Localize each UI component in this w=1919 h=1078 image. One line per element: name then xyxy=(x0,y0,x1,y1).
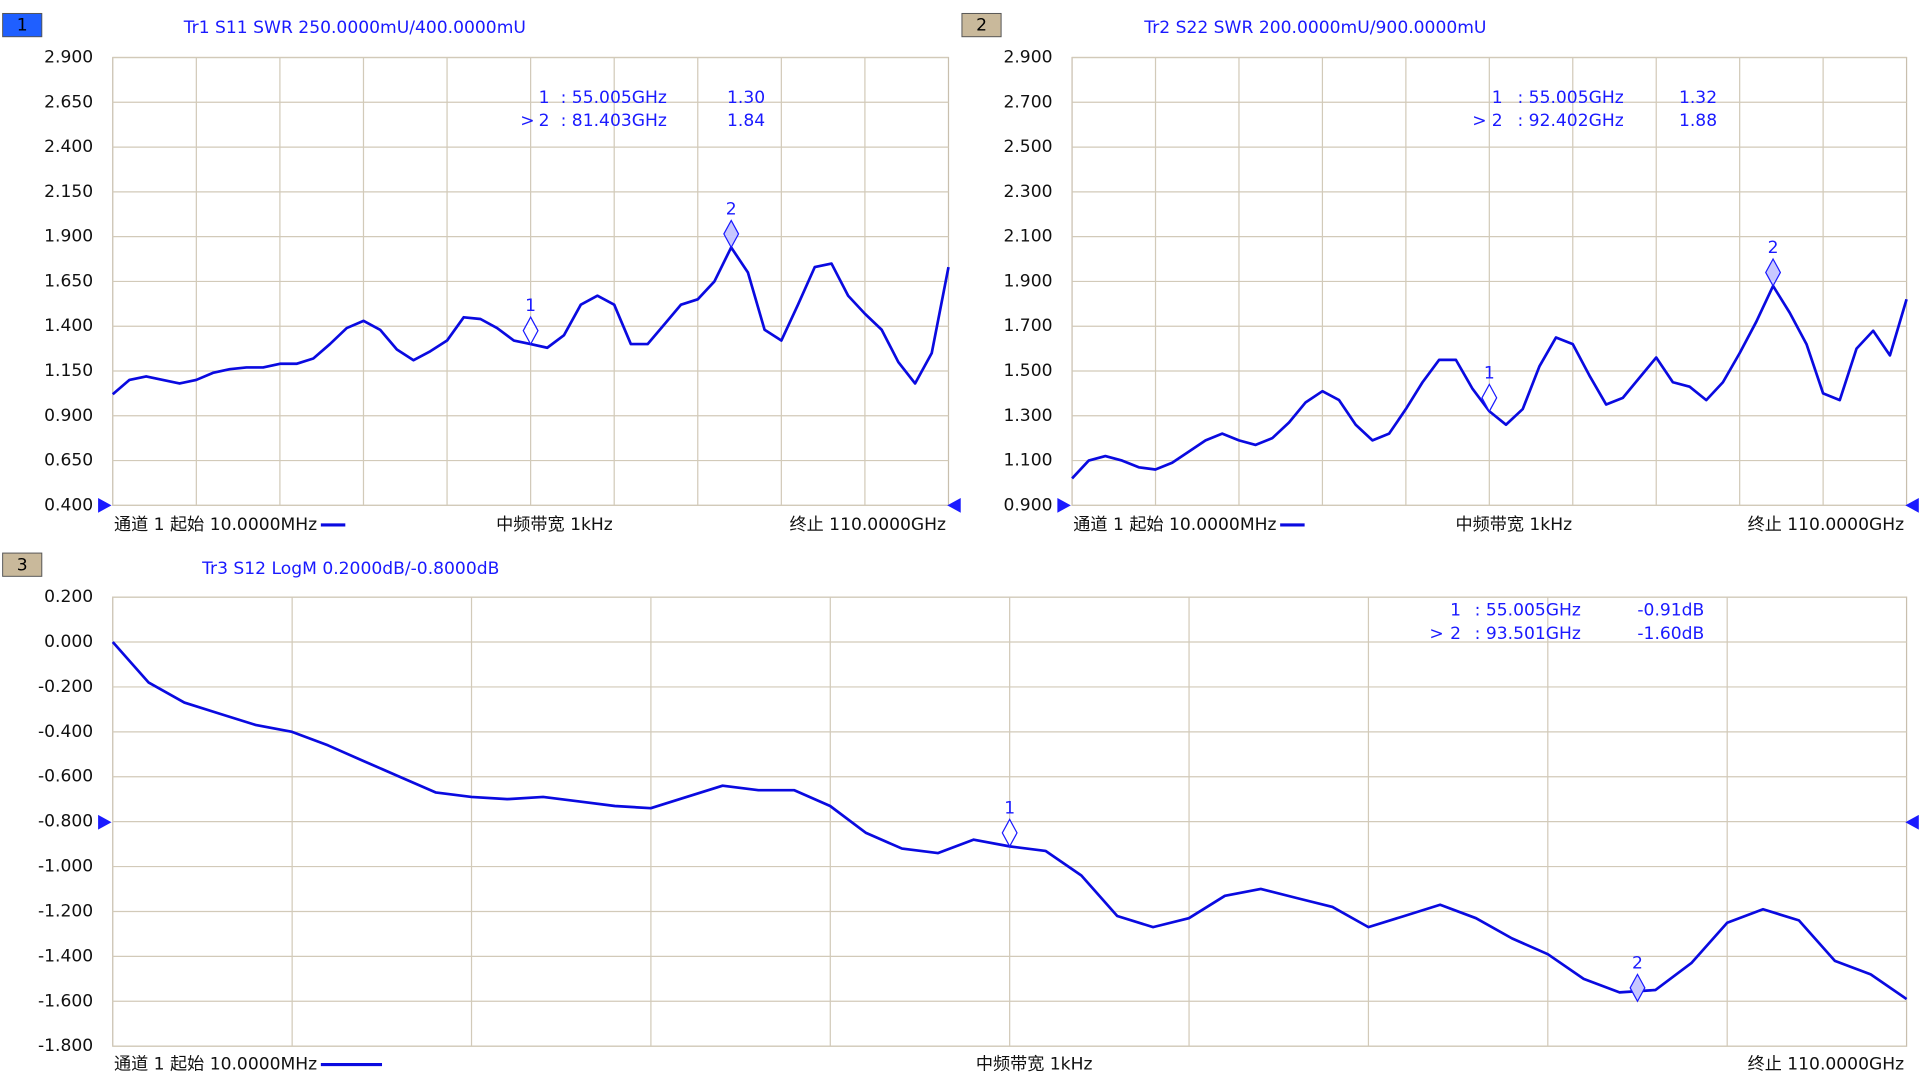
trace-title: Tr3 S12 LogM 0.2000dB/-0.8000dB xyxy=(201,559,499,579)
marker-name: 2 xyxy=(539,111,550,131)
ref-left xyxy=(98,498,112,513)
marker-x: : 81.403GHz xyxy=(561,111,667,131)
y-tick-label: -0.400 xyxy=(38,722,93,742)
y-tick-label: 2.700 xyxy=(1003,92,1052,112)
marker xyxy=(522,315,539,346)
stop-label: 终止 110.0000GHz xyxy=(1748,1055,1905,1075)
y-tick-label: -1.600 xyxy=(38,991,93,1011)
marker-number: 1 xyxy=(525,296,536,316)
y-tick-label: 0.650 xyxy=(44,451,93,471)
badge-label: 2 xyxy=(976,16,987,36)
ifbw-label: 中频带宽 1kHz xyxy=(976,1055,1093,1075)
ref-left xyxy=(1057,498,1071,513)
trace-title: Tr2 S22 SWR 200.0000mU/900.0000mU xyxy=(1143,18,1486,38)
y-tick-label: -1.200 xyxy=(38,901,93,921)
stop-label: 终止 110.0000GHz xyxy=(1748,515,1905,535)
badge xyxy=(2,552,43,577)
y-tick-label: 2.650 xyxy=(44,92,93,112)
y-tick-label: 1.150 xyxy=(44,361,93,381)
ref-left xyxy=(98,814,112,830)
y-tick-label: -0.200 xyxy=(38,677,93,697)
marker-value: 1.84 xyxy=(727,111,765,131)
marker-name: 1 xyxy=(1492,88,1503,108)
marker-x: : 93.501GHz xyxy=(1475,624,1581,644)
start-label: 通道 1 起始 10.0000MHz xyxy=(114,1055,317,1075)
y-tick-label: 2.900 xyxy=(44,48,93,68)
marker-number: 2 xyxy=(726,199,737,219)
marker-number: 2 xyxy=(1632,953,1643,973)
active-pointer: > xyxy=(520,111,534,131)
ref-right xyxy=(1905,814,1919,830)
marker-value: 1.32 xyxy=(1679,88,1717,108)
marker-value: 1.88 xyxy=(1679,111,1717,131)
marker-x: : 92.402GHz xyxy=(1517,111,1623,131)
marker-x: : 55.005GHz xyxy=(1517,88,1623,108)
active-pointer: > xyxy=(1429,624,1443,644)
marker xyxy=(1765,257,1782,288)
start-label: 通道 1 起始 10.0000MHz xyxy=(1073,515,1276,535)
badge xyxy=(2,12,43,38)
active-pointer: > xyxy=(1472,111,1486,131)
y-tick-label: 2.100 xyxy=(1003,227,1052,247)
marker xyxy=(1001,818,1018,848)
y-tick-label: 0.200 xyxy=(44,587,93,607)
y-tick-label: 2.150 xyxy=(44,182,93,202)
badge-label: 3 xyxy=(17,555,28,575)
y-tick-label: 0.000 xyxy=(44,632,93,652)
marker-number: 1 xyxy=(1484,363,1495,383)
y-tick-label: 1.300 xyxy=(1003,406,1052,426)
y-tick-label: -1.000 xyxy=(38,857,93,877)
marker-number: 2 xyxy=(1768,238,1779,258)
y-tick-label: 1.700 xyxy=(1003,316,1052,336)
y-tick-label: 0.400 xyxy=(44,495,93,515)
y-tick-label: -0.600 xyxy=(38,767,93,787)
stop-label: 终止 110.0000GHz xyxy=(789,515,946,535)
y-tick-label: 1.900 xyxy=(44,227,93,247)
marker-x: : 55.005GHz xyxy=(1475,601,1581,621)
y-tick-label: 1.400 xyxy=(44,316,93,336)
y-tick-label: 0.900 xyxy=(44,406,93,426)
marker-name: 2 xyxy=(1492,111,1503,131)
marker-value: -1.60dB xyxy=(1637,624,1704,644)
marker-name: 1 xyxy=(539,88,550,108)
y-tick-label: 2.300 xyxy=(1003,182,1052,202)
ifbw-label: 中频带宽 1kHz xyxy=(496,515,613,535)
marker-value: 1.30 xyxy=(727,88,765,108)
marker-name: 1 xyxy=(1450,601,1461,621)
ref-right xyxy=(947,498,961,513)
marker xyxy=(723,219,740,249)
y-tick-label: -0.800 xyxy=(38,812,93,832)
trace-title: Tr1 S11 SWR 250.0000mU/400.0000mU xyxy=(183,18,526,38)
badge xyxy=(961,12,1002,38)
y-tick-label: -1.800 xyxy=(38,1036,93,1056)
y-tick-label: 2.500 xyxy=(1003,137,1052,157)
y-tick-label: 1.650 xyxy=(44,271,93,291)
marker-name: 2 xyxy=(1450,624,1461,644)
start-label: 通道 1 起始 10.0000MHz xyxy=(114,515,317,535)
y-tick-label: 0.900 xyxy=(1003,495,1052,515)
ifbw-label: 中频带宽 1kHz xyxy=(1455,515,1572,535)
y-tick-label: 2.400 xyxy=(44,137,93,157)
y-tick-label: -1.400 xyxy=(38,946,93,966)
y-tick-label: 2.900 xyxy=(1003,48,1052,68)
badge-label: 1 xyxy=(17,16,28,36)
y-tick-label: 1.500 xyxy=(1003,361,1052,381)
marker-value: -0.91dB xyxy=(1637,601,1704,621)
marker-number: 1 xyxy=(1004,798,1015,818)
y-tick-label: 1.900 xyxy=(1003,271,1052,291)
marker xyxy=(1481,383,1498,413)
y-tick-label: 1.100 xyxy=(1003,451,1052,471)
marker-x: : 55.005GHz xyxy=(561,88,667,108)
ref-right xyxy=(1905,498,1919,513)
marker xyxy=(1629,973,1646,1003)
